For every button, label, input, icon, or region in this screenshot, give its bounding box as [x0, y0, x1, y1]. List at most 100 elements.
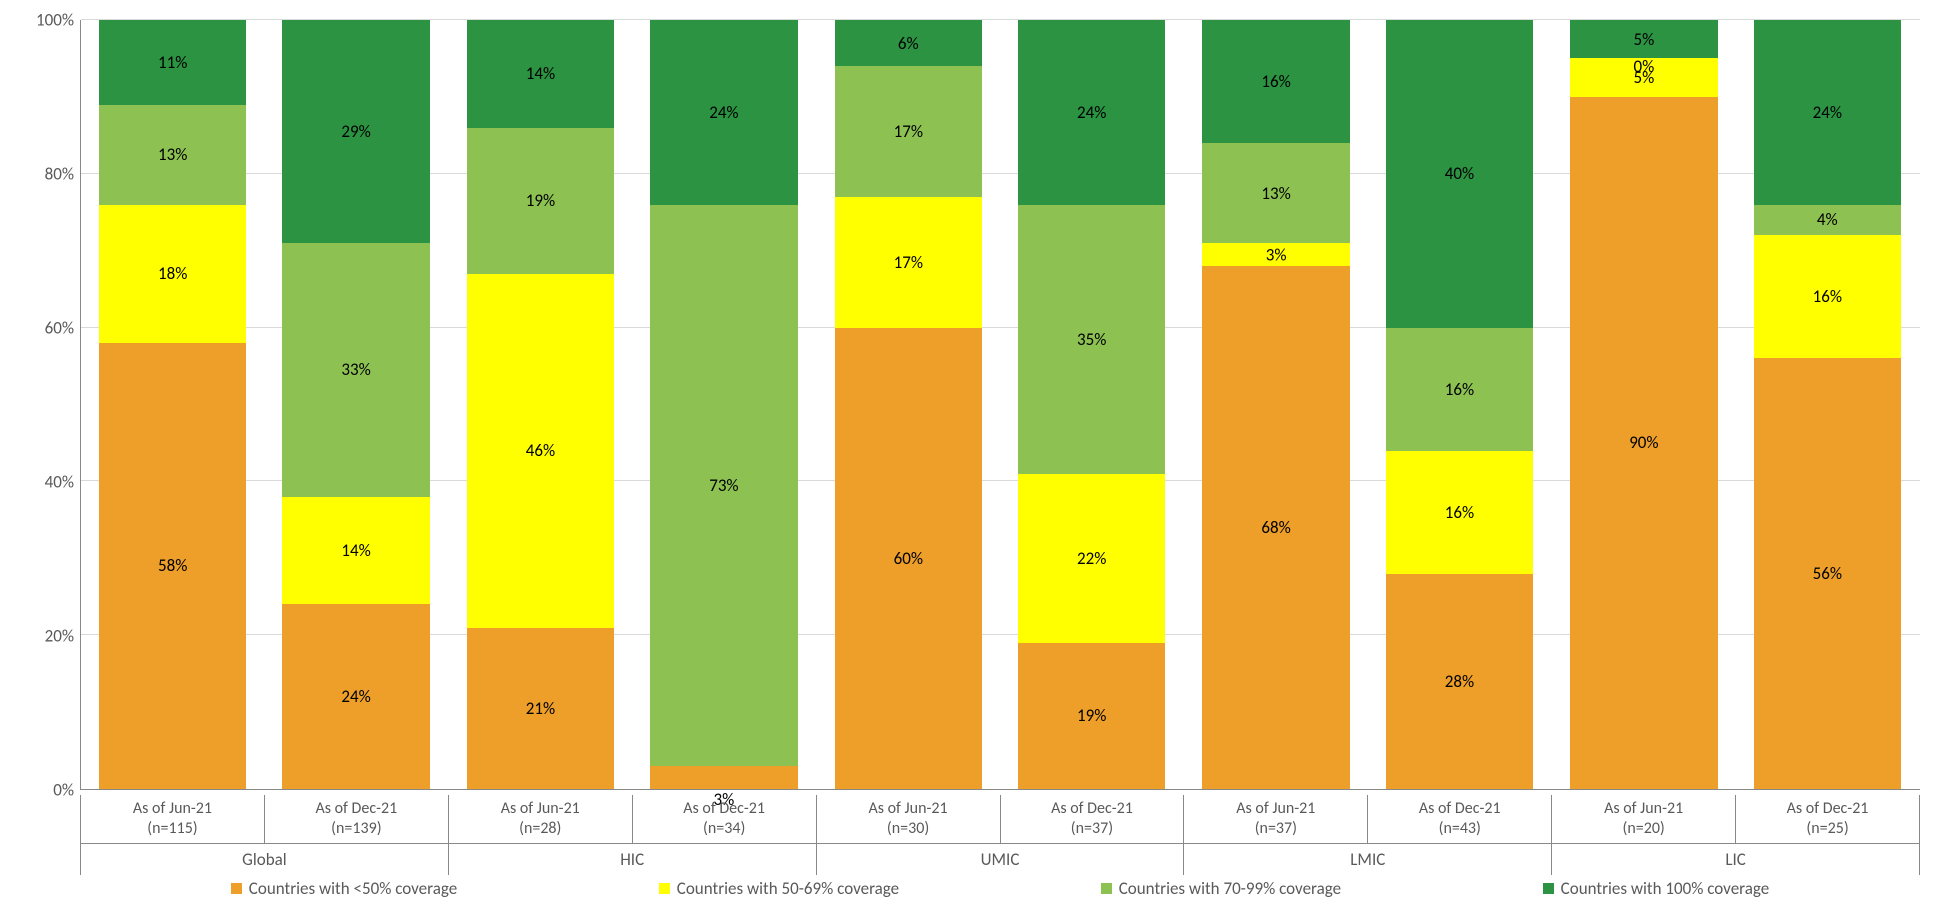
x-sub-label: As of Jun-21(n=30) — [817, 795, 1000, 843]
bar-segment: 33% — [282, 243, 429, 497]
segment-data-label: 17% — [894, 252, 923, 273]
segment-data-label: 21% — [526, 698, 555, 719]
bar-segment: 24% — [282, 604, 429, 789]
segment-data-label: 46% — [526, 440, 555, 461]
segment-data-label: 24% — [341, 686, 370, 707]
bar-segment: 6% — [835, 20, 982, 66]
x-main-label: Global — [81, 844, 448, 875]
bar-segment: 5% — [1570, 20, 1717, 58]
segment-data-label: 13% — [1261, 183, 1290, 204]
x-main-label: HIC — [449, 844, 816, 875]
bar-segment: 13% — [99, 105, 246, 205]
legend-swatch — [1543, 883, 1554, 894]
stacked-bar: 3%0%73%24% — [650, 20, 797, 789]
legend-item: Countries with 70-99% coverage — [1101, 878, 1341, 899]
bar-column: 58%18%13%11% — [81, 20, 264, 789]
x-sub-line2: (n=115) — [83, 819, 262, 839]
segment-data-label: 17% — [894, 121, 923, 142]
legend-label: Countries with 70-99% coverage — [1119, 878, 1341, 899]
segment-data-label: 56% — [1813, 563, 1842, 584]
x-sub-label: As of Jun-21(n=28) — [449, 795, 632, 843]
bar-segment: 28% — [1386, 574, 1533, 789]
segment-data-label: 24% — [1813, 102, 1842, 123]
legend-swatch — [1101, 883, 1112, 894]
bar-group: 68% 3% 13% 16% 28% 16% 16% 40% — [1184, 20, 1552, 789]
bar-segment: 17% — [835, 197, 982, 328]
stacked-bar: 60% 17% 17% 6% — [835, 20, 982, 789]
segment-data-label: 16% — [1445, 379, 1474, 400]
bar-column: 68% 3% 13% 16% — [1184, 20, 1367, 789]
x-group: As of Jun-21(n=28)As of Dec-21(n=34)HIC — [448, 795, 816, 875]
x-sub-line2: (n=34) — [635, 819, 814, 839]
legend-label: Countries with 100% coverage — [1561, 878, 1770, 899]
bar-column: 56% 16% 4% 24% — [1736, 20, 1919, 789]
bar-segment: 90% — [1570, 97, 1717, 789]
x-main-label: LIC — [1552, 844, 1919, 875]
x-sub-line2: (n=37) — [1003, 819, 1182, 839]
bar-segment: 4% — [1754, 205, 1901, 236]
stacked-bar: 19% 22% 35% 24% — [1018, 20, 1165, 789]
segment-data-label: 29% — [341, 121, 370, 142]
segment-data-label: 6% — [898, 33, 919, 54]
x-sub-line1: As of Dec-21 — [267, 799, 446, 819]
segment-data-label: 16% — [1813, 286, 1842, 307]
segment-data-label: 73% — [709, 475, 738, 496]
legend-swatch — [231, 883, 242, 894]
x-sub-line1: As of Jun-21 — [451, 799, 630, 819]
segment-data-label: 90% — [1629, 432, 1658, 453]
segment-data-label: 18% — [158, 263, 187, 284]
bar-segment: 22% — [1018, 474, 1165, 643]
bar-segment: 46% — [467, 274, 614, 628]
bar-column: 28% 16% 16% 40% — [1368, 20, 1551, 789]
bar-segment: 40% — [1386, 20, 1533, 328]
bar-group: 58%18%13%11%24%14%33%29% — [81, 20, 449, 789]
bar-segment: 29% — [282, 20, 429, 243]
bar-segment: 58% — [99, 343, 246, 789]
bar-segment: 16% — [1386, 451, 1533, 574]
x-sub-line1: As of Dec-21 — [1738, 799, 1917, 819]
segment-data-label: 14% — [526, 63, 555, 84]
x-sub-line1: As of Jun-21 — [83, 799, 262, 819]
x-sub-label: As of Dec-21(n=25) — [1735, 795, 1919, 843]
x-sub-label: As of Dec-21(n=139) — [264, 795, 448, 843]
bar-column: 3%0%73%24% — [632, 20, 815, 789]
bar-segment: 3% — [650, 766, 797, 789]
x-sub-line1: As of Dec-21 — [635, 799, 814, 819]
legend-swatch — [659, 883, 670, 894]
x-sub-label: As of Dec-21(n=34) — [632, 795, 816, 843]
segment-data-label: 28% — [1445, 671, 1474, 692]
bar-segment: 19% — [1018, 643, 1165, 789]
plot-area: 58%18%13%11%24%14%33%29%21%46%19%14%3%0%… — [80, 20, 1920, 790]
legend: Countries with <50% coverage Countries wi… — [80, 878, 1920, 899]
segment-data-label: 35% — [1077, 329, 1106, 350]
ytick-label: 80% — [19, 164, 74, 185]
x-sub-line2: (n=139) — [267, 819, 446, 839]
segment-data-label: 68% — [1261, 517, 1290, 538]
bar-segment: 24% — [1754, 20, 1901, 205]
bar-segment: 24% — [650, 20, 797, 205]
bar-column: 24% 14% 33% 29% — [264, 20, 447, 789]
segment-data-label: 33% — [341, 359, 370, 380]
stacked-bar: 58%18%13%11% — [99, 20, 246, 789]
bar-segment: 18% — [99, 205, 246, 343]
bar-segment: 60% — [835, 328, 982, 789]
legend-item: Countries with <50% coverage — [231, 878, 457, 899]
bar-segment: 16% — [1754, 235, 1901, 358]
segment-data-label: 22% — [1077, 548, 1106, 569]
segment-data-label: 16% — [1261, 71, 1290, 92]
x-main-label: UMIC — [817, 844, 1184, 875]
bar-segment: 16% — [1202, 20, 1349, 143]
segment-data-label: 19% — [1077, 705, 1106, 726]
bar-segment: 24% — [1018, 20, 1165, 205]
segment-data-label: 3% — [1266, 244, 1287, 265]
segment-data-label: 13% — [158, 144, 187, 165]
legend-item: Countries with 100% coverage — [1543, 878, 1770, 899]
x-sub-line1: As of Dec-21 — [1370, 799, 1549, 819]
stacked-bar: 21%46%19%14% — [467, 20, 614, 789]
ytick-label: 40% — [19, 472, 74, 493]
segment-data-label: 14% — [341, 540, 370, 561]
stacked-bar-chart: 0%20%40%60%80%100% 58%18%13%11%24%14%33%… — [10, 10, 1934, 909]
bar-column: 19% 22% 35% 24% — [1000, 20, 1183, 789]
x-sub-line2: (n=25) — [1738, 819, 1917, 839]
x-group: As of Jun-21(n=30)As of Dec-21(n=37)UMIC — [816, 795, 1184, 875]
